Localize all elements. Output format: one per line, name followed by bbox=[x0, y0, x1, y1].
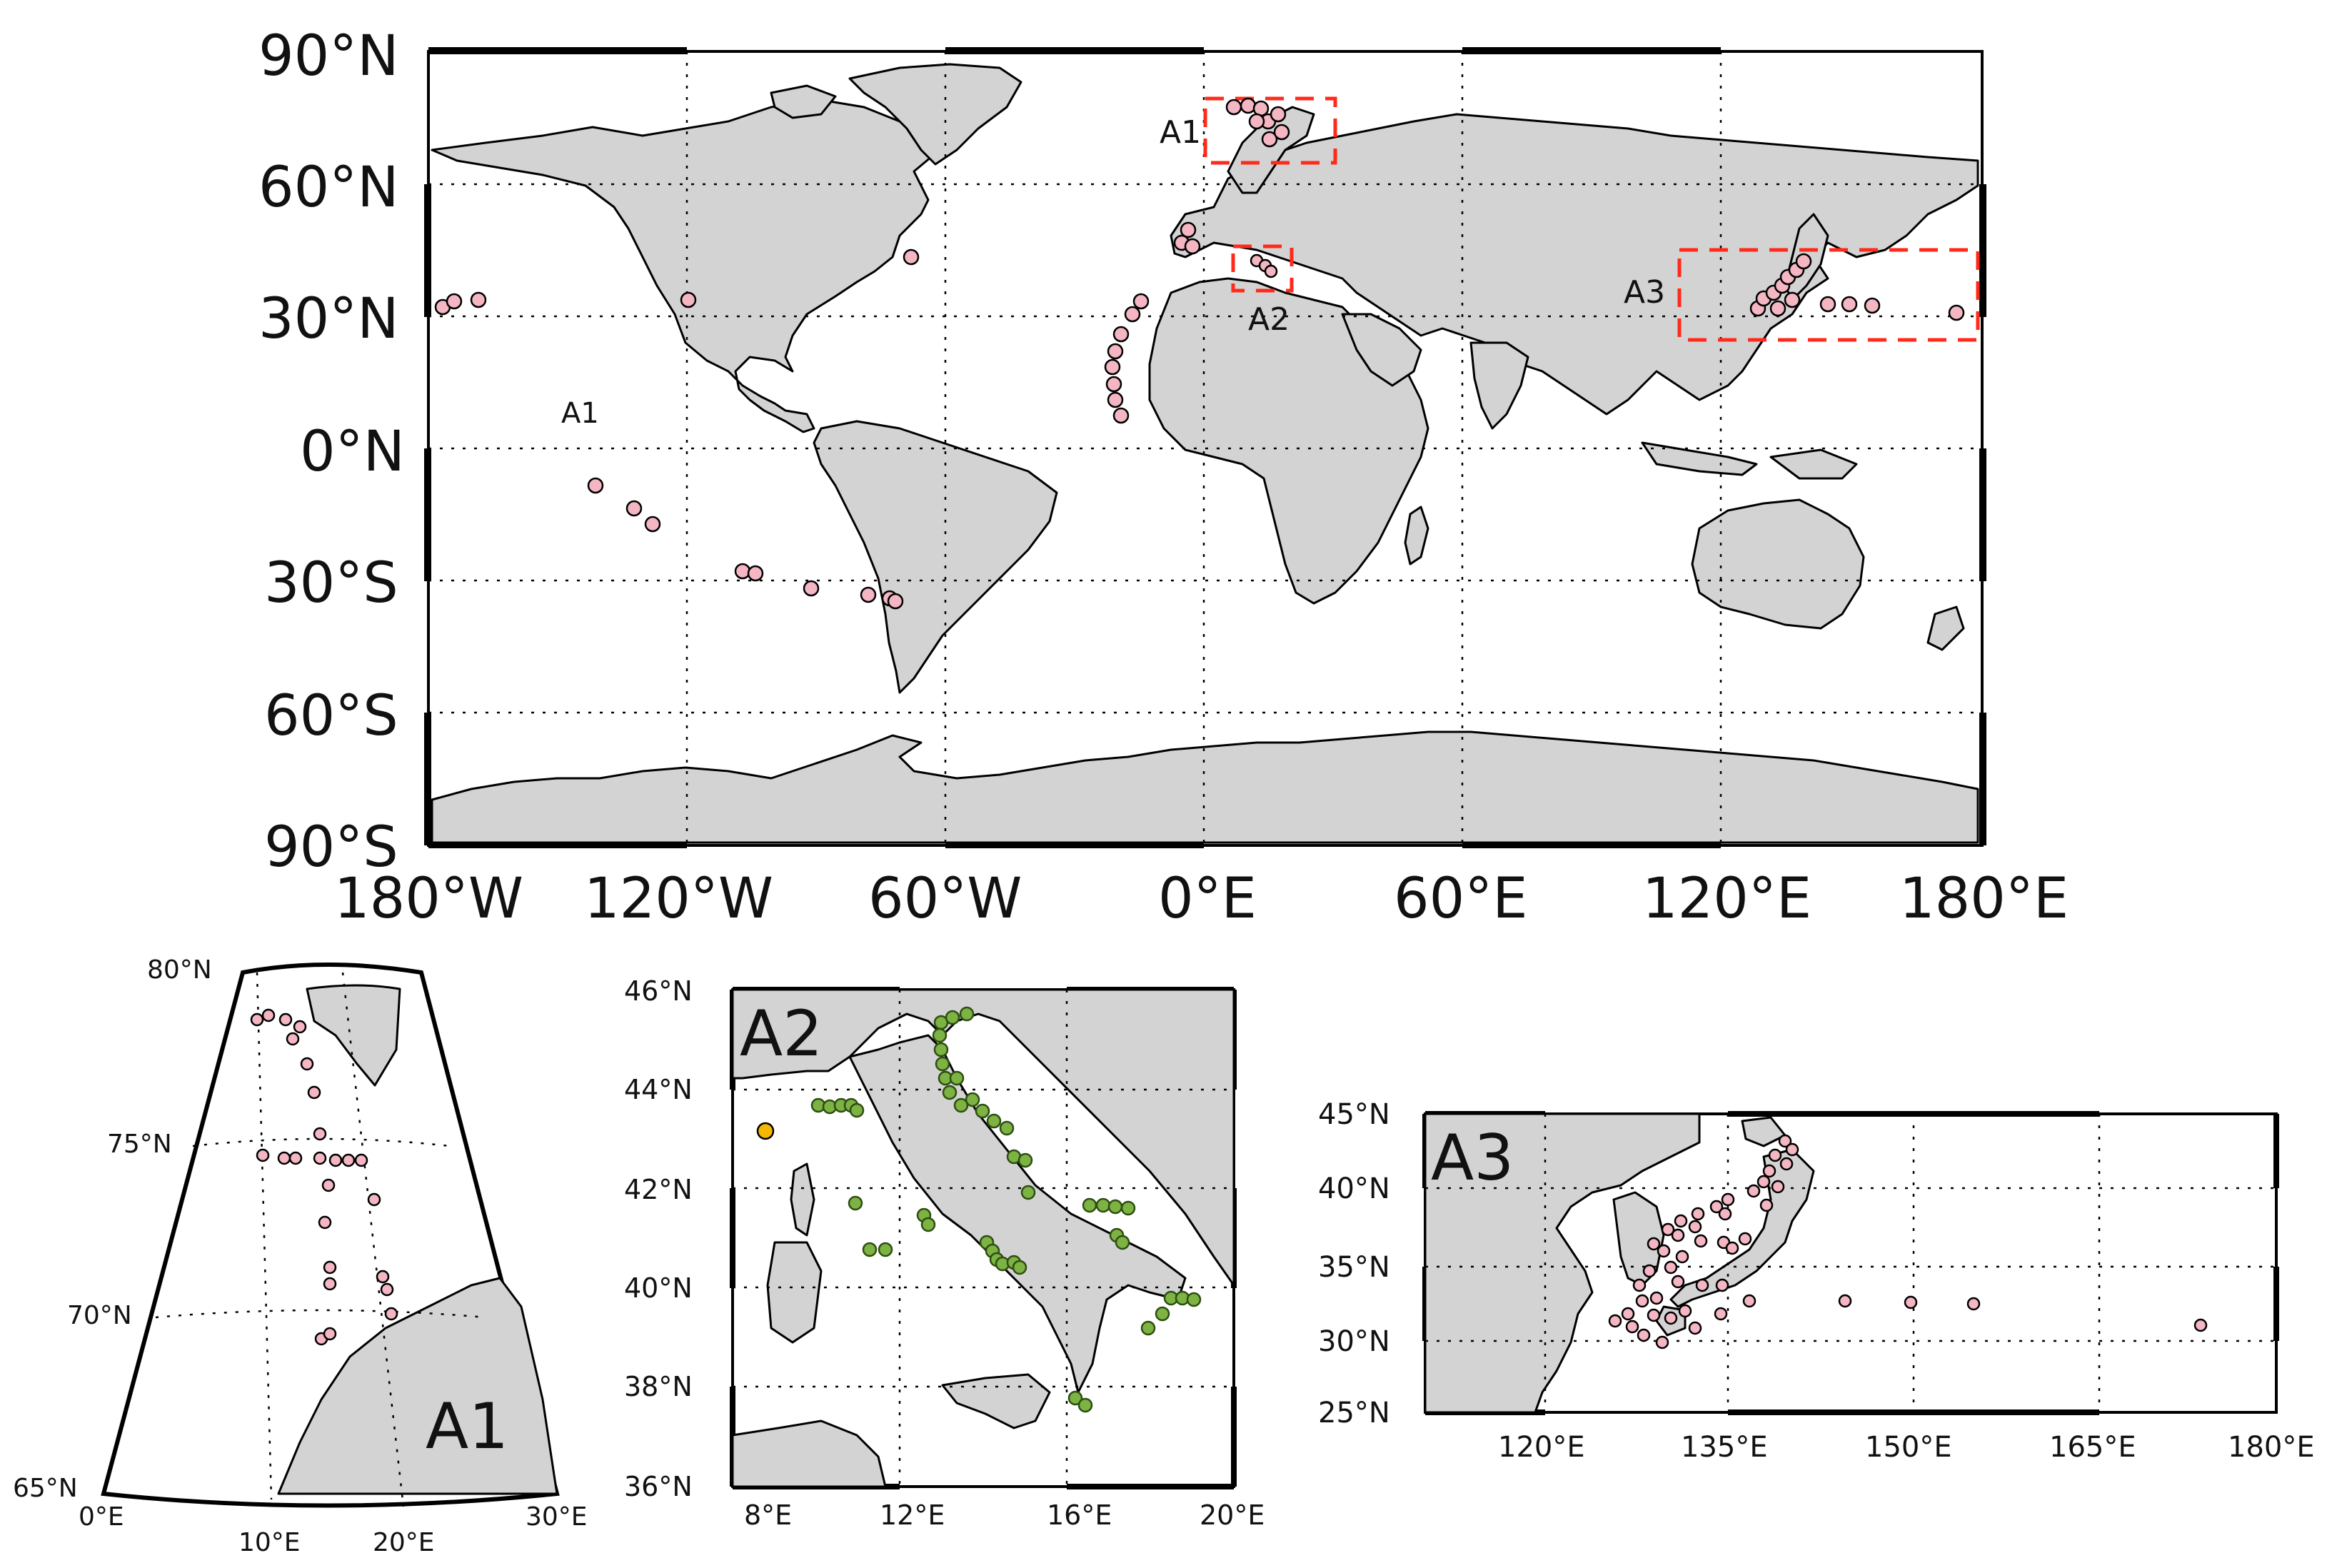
inset-a2-lat-38n: 38°N bbox=[624, 1371, 693, 1402]
inset-a2-lat-36n: 36°N bbox=[624, 1471, 693, 1502]
lat-label-60n: 60°N bbox=[258, 156, 399, 220]
inset-a2-lat-40n: 40°N bbox=[624, 1272, 693, 1304]
inset-a3-lat-40n: 40°N bbox=[1318, 1172, 1390, 1205]
lat-label-30s: 30°S bbox=[264, 551, 398, 615]
inset-a3-lon-120e: 120°E bbox=[1498, 1431, 1585, 1464]
lat-label-30n: 30°N bbox=[258, 287, 399, 351]
lat-label-0n: 0°N bbox=[300, 420, 405, 484]
inset-a1-lon-30e: 30°E bbox=[526, 1502, 588, 1532]
lat-label-90n: 90°N bbox=[258, 24, 399, 89]
inset-a1-lon-10e: 10°E bbox=[238, 1528, 301, 1557]
lat-label-90s: 90°S bbox=[264, 815, 398, 880]
lon-label-180w: 180°W bbox=[334, 867, 524, 931]
inset-a3-lat-30n: 30°N bbox=[1318, 1325, 1390, 1358]
inset-a1-lat-65n: 65°N bbox=[13, 1474, 78, 1503]
inset-a2-points bbox=[756, 1006, 1202, 1413]
inset-a3-lon-150e: 150°E bbox=[1865, 1431, 1952, 1464]
inset-a1-lon-0e: 0°E bbox=[79, 1502, 124, 1532]
region-box-a2 bbox=[1231, 244, 1294, 293]
inset-a3-lon-165e: 165°E bbox=[2049, 1431, 2136, 1464]
inset-a3-lat-25n: 25°N bbox=[1318, 1397, 1390, 1429]
inset-a1-lat-70n: 70°N bbox=[67, 1301, 132, 1330]
main-map-sample-points bbox=[434, 97, 1965, 610]
region-label-a3: A3 bbox=[1624, 274, 1666, 311]
main-map bbox=[424, 47, 1986, 848]
inset-a3 bbox=[1422, 1111, 2279, 1415]
inset-a1-lon-20e: 20°E bbox=[373, 1528, 435, 1557]
inset-a2-lat-44n: 44°N bbox=[624, 1074, 693, 1105]
region-box-a1 bbox=[1203, 96, 1337, 165]
region-box-a3 bbox=[1677, 248, 1980, 342]
inset-a2-lon-12e: 12°E bbox=[880, 1499, 945, 1531]
inset-a1-points bbox=[250, 1008, 398, 1346]
stray-label-a1: A1 bbox=[561, 397, 599, 430]
lat-label-60s: 60°S bbox=[264, 684, 398, 748]
inset-a1-title: A1 bbox=[426, 1389, 509, 1463]
main-map-land bbox=[431, 63, 1979, 844]
lon-label-120w: 120°W bbox=[584, 867, 774, 931]
inset-a2-lon-8e: 8°E bbox=[744, 1499, 793, 1531]
inset-a3-lat-45n: 45°N bbox=[1318, 1098, 1390, 1131]
inset-a2 bbox=[730, 987, 1237, 1489]
lon-label-60e: 60°E bbox=[1394, 867, 1528, 931]
region-label-a2: A2 bbox=[1248, 301, 1290, 338]
inset-a1 bbox=[101, 963, 560, 1508]
inset-a2-lon-16e: 16°E bbox=[1047, 1499, 1112, 1531]
lon-label-0e: 0°E bbox=[1158, 867, 1257, 931]
lon-label-120e: 120°E bbox=[1642, 867, 1812, 931]
inset-a2-lon-20e: 20°E bbox=[1200, 1499, 1265, 1531]
region-label-a1: A1 bbox=[1160, 114, 1202, 151]
inset-a3-points bbox=[1608, 1134, 2208, 1350]
main-map-frame-ticks bbox=[424, 47, 1986, 848]
inset-a1-lat-75n: 75°N bbox=[107, 1130, 172, 1159]
lon-label-60w: 60°W bbox=[868, 867, 1022, 931]
inset-a3-lat-35n: 35°N bbox=[1318, 1251, 1390, 1284]
inset-a2-lat-46n: 46°N bbox=[624, 975, 693, 1007]
inset-a1-lat-80n: 80°N bbox=[147, 955, 212, 985]
main-map-graticule bbox=[428, 51, 1982, 845]
lon-label-180e: 180°E bbox=[1899, 867, 2069, 931]
inset-a3-lon-180e: 180°E bbox=[2228, 1431, 2315, 1464]
inset-a3-lon-135e: 135°E bbox=[1681, 1431, 1768, 1464]
inset-a2-title: A2 bbox=[740, 997, 823, 1070]
inset-a3-title: A3 bbox=[1431, 1121, 1514, 1195]
inset-a2-lat-42n: 42°N bbox=[624, 1174, 693, 1205]
